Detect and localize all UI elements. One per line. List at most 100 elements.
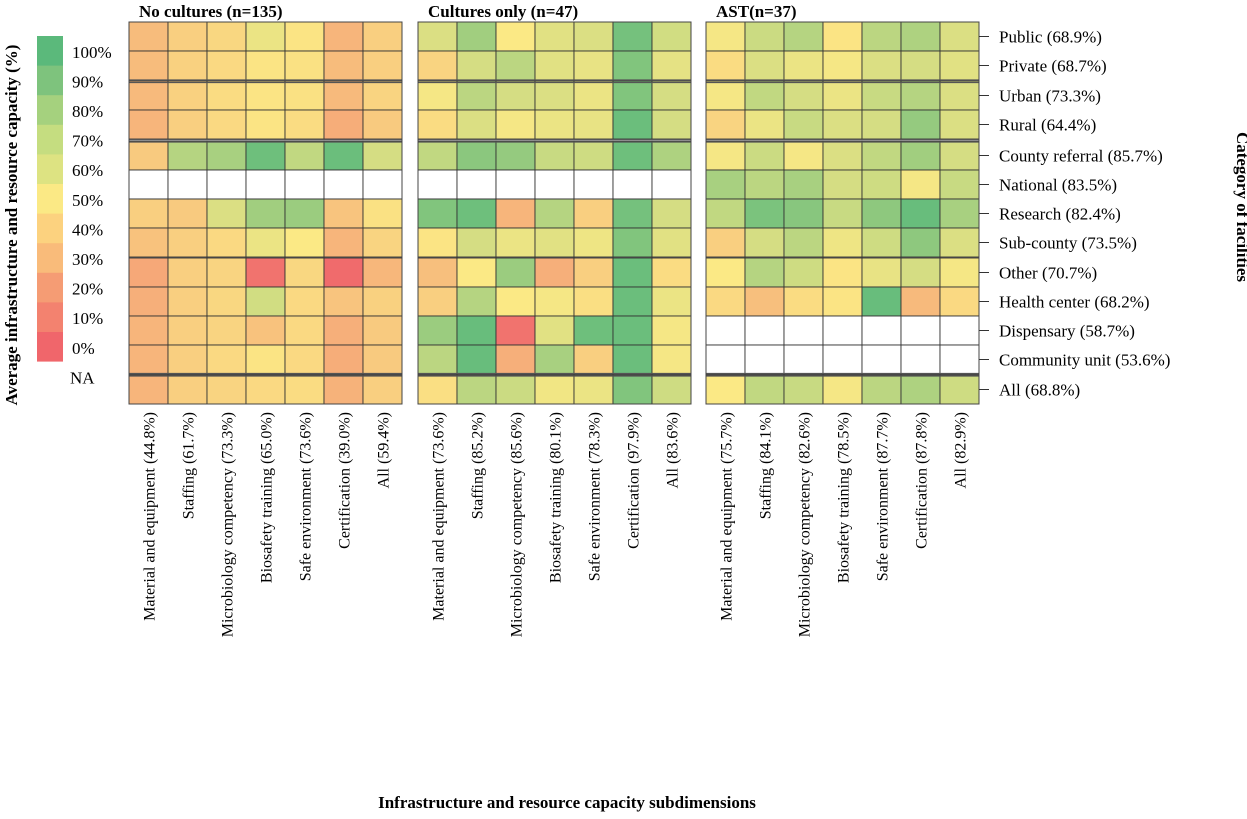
heatmap-cell [128,109,169,140]
heatmap-cell [284,374,325,405]
heatmap-cell [705,198,746,229]
heatmap-cell [744,80,785,111]
heatmap-cell [822,286,863,317]
heatmap-cell [323,374,364,405]
heatmap-cell [705,109,746,140]
heatmap-cell [206,21,247,52]
heatmap-cell [167,21,208,52]
heatmap-cell [323,109,364,140]
legend-swatch [37,124,63,155]
heatmap-cell [651,227,692,258]
row-label: Public (68.9%) [999,28,1102,47]
heatmap-panels: No cultures (n=135) Material and equipmen… [128,2,980,637]
heatmap-cell [822,169,863,200]
heatmap-cell [705,169,746,200]
legend-swatch [37,332,63,363]
heatmap-cell [939,374,980,405]
heatmap-cell [323,257,364,288]
x-axis-title: Infrastructure and resource capacity sub… [378,793,756,812]
heatmap-cell [612,344,653,375]
heatmap-cell [534,374,575,405]
heatmap-cell [651,109,692,140]
heatmap-cell [939,227,980,258]
heatmap-cell [167,198,208,229]
heatmap-cell [456,80,497,111]
heatmap-cell [167,140,208,171]
heatmap-cell [495,50,536,81]
heatmap-cell [939,198,980,229]
heatmap-cell [167,315,208,346]
heatmap-cell [128,80,169,111]
column-tick-label: Microbiology competency (82.6%) [797,412,814,637]
heatmap-cell [861,21,902,52]
heatmap-cell [612,286,653,317]
heatmap-cell [495,169,536,200]
heatmap-cell [417,21,458,52]
column-tick-label: Safe environment (73.6%) [298,412,315,581]
heatmap-cell [783,344,824,375]
heatmap-cell [495,315,536,346]
heatmap-cell [861,80,902,111]
heatmap-cell [705,286,746,317]
heatmap-cell [323,140,364,171]
heatmap-cell [456,109,497,140]
axis-titles: Infrastructure and resource capacity sub… [2,45,1247,812]
heatmap-cell [939,50,980,81]
heatmap-cell [323,227,364,258]
heatmap-cell [573,374,614,405]
heatmap-cell [861,374,902,405]
heatmap-cell [612,169,653,200]
panel-title: AST(n=37) [716,2,797,21]
heatmap-cell [573,227,614,258]
column-tick-label: Staffing (84.1%) [758,412,775,519]
heatmap-cell [939,344,980,375]
heatmap-cell [128,21,169,52]
heatmap-cell [573,109,614,140]
heatmap-cell [534,315,575,346]
heatmap-cell [900,21,941,52]
column-tick-label: Certification (97.9%) [626,412,643,549]
heatmap-cell [573,344,614,375]
heatmap-cell [573,257,614,288]
heatmap-cell [861,140,902,171]
heatmap-cell [495,80,536,111]
legend-swatch [37,272,63,303]
heatmap-cell [456,50,497,81]
heatmap-cell [495,109,536,140]
heatmap-cell [495,227,536,258]
heatmap-cell [362,80,403,111]
heatmap-cell [245,286,286,317]
heatmap-cell [323,344,364,375]
heatmap-cell [128,257,169,288]
heatmap-cell [822,227,863,258]
heatmap-cell [939,257,980,288]
heatmap-cell [456,286,497,317]
heatmap-cell [495,257,536,288]
legend-label: 20% [72,280,103,299]
heatmap-cell [783,286,824,317]
heatmap-cell [284,21,325,52]
heatmap-cell [861,198,902,229]
legend-swatch [37,65,63,96]
panel-border [128,21,403,405]
legend-label: 40% [72,220,103,239]
column-tick-label: All (82.9%) [953,412,970,488]
heatmap-cell [245,21,286,52]
legend-label: 0% [72,339,95,358]
row-label: Health center (68.2%) [999,293,1150,312]
heatmap-cell [128,198,169,229]
heatmap-cell [612,21,653,52]
heatmap-cell [783,21,824,52]
heatmap-cell [245,169,286,200]
heatmap-cell [900,50,941,81]
heatmap-cell [651,344,692,375]
heatmap-cell [822,344,863,375]
heatmap-cell [900,257,941,288]
heatmap-cell [651,374,692,405]
heatmap-cell [128,50,169,81]
heatmap-cell [362,227,403,258]
heatmap-cell [939,80,980,111]
heatmap-cell [417,227,458,258]
legend-swatch [37,243,63,274]
heatmap-cell [939,169,980,200]
